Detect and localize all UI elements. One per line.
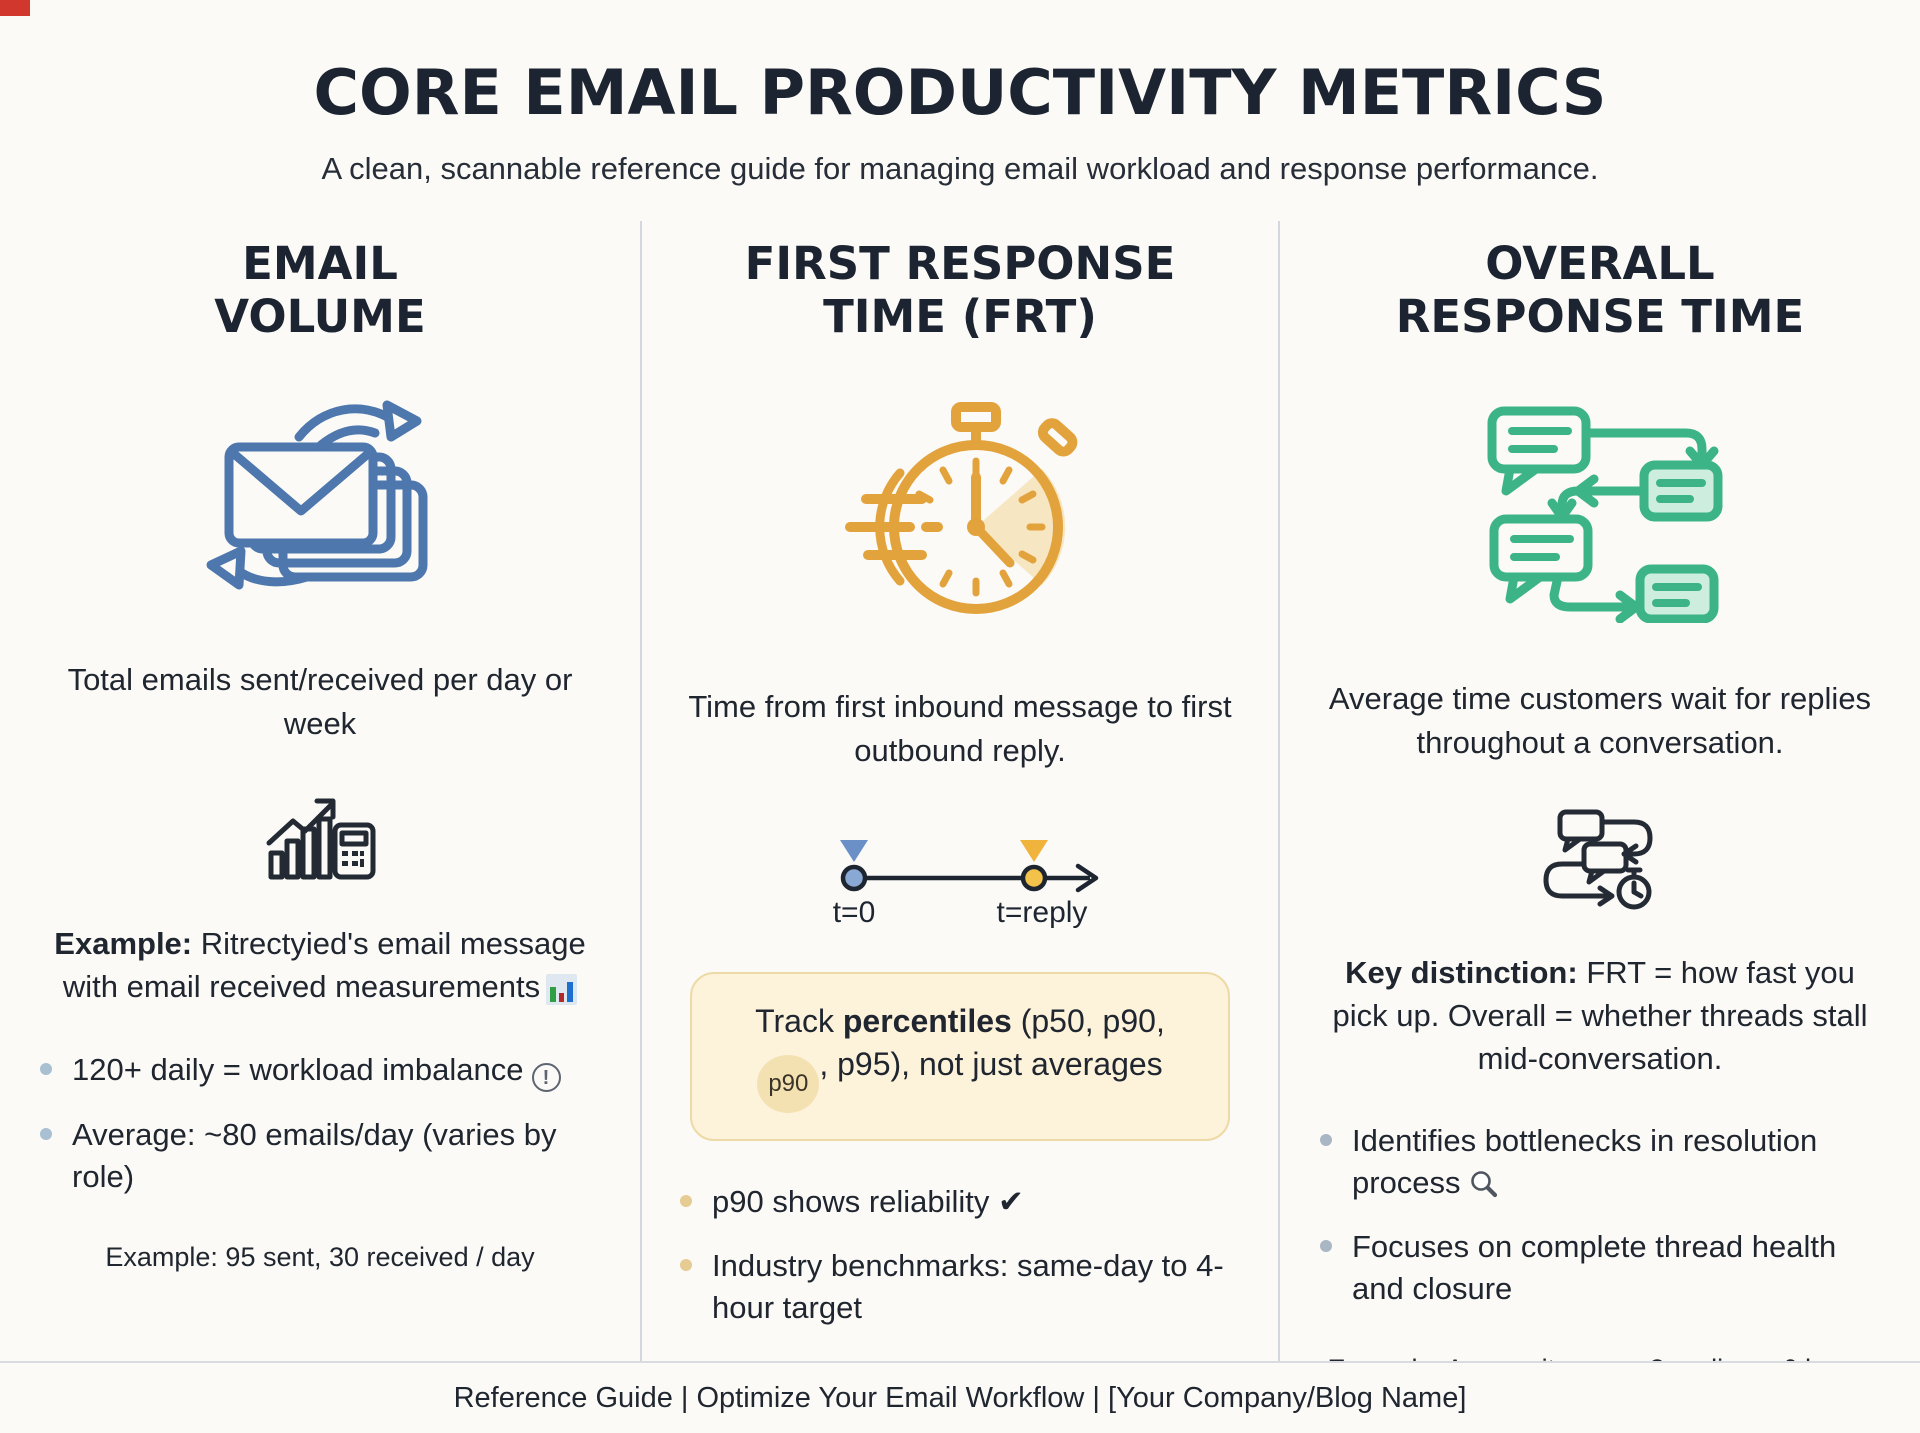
corner-artifact bbox=[0, 0, 30, 16]
footer-text: Reference Guide | Optimize Your Email Wo… bbox=[453, 1381, 1467, 1414]
list-item: Identifies bottlenecks in resolution pro… bbox=[1320, 1120, 1880, 1204]
bullet-dot bbox=[40, 1062, 52, 1075]
bullet-text: Industry benchmarks: same-day to 4-hour … bbox=[712, 1248, 1224, 1326]
email-volume-note-text: Ritrectyied's email message with email r… bbox=[62, 925, 586, 1004]
column-heading-email-volume: EMAIL VOLUME bbox=[214, 237, 426, 344]
page-title: CORE EMAIL PRODUCTIVITY METRICS bbox=[313, 56, 1607, 129]
email-volume-description: Total emails sent/received per day or we… bbox=[67, 662, 573, 741]
timeline-icon: t=0 t=reply bbox=[833, 839, 1099, 928]
bullet-dot bbox=[1320, 1134, 1332, 1147]
bullet-dot bbox=[680, 1259, 692, 1272]
overall-description: Average time customers wait for replies … bbox=[1328, 681, 1872, 760]
column-overall-response-time: OVERALL RESPONSE TIME bbox=[1280, 221, 1920, 1404]
bullet-text: Identifies bottlenecks in resolution pro… bbox=[1352, 1123, 1818, 1201]
highlight-text-post: , p95), not just averages bbox=[819, 1046, 1163, 1083]
timeline-end-label: t=reply bbox=[997, 896, 1088, 928]
bullet-dot bbox=[680, 1195, 692, 1208]
overall-note-label: Key distinction: bbox=[1345, 954, 1578, 990]
frt-timeline-diagram: t=0 t=reply bbox=[790, 824, 1130, 928]
list-item: Industry benchmarks: same-day to 4-hour … bbox=[680, 1245, 1240, 1329]
bar-chart-emoji-icon bbox=[546, 973, 578, 1005]
column-heading-overall: OVERALL RESPONSE TIME bbox=[1395, 237, 1805, 344]
magnifying-glass-icon bbox=[1470, 1171, 1497, 1198]
bullet-text: Focuses on complete thread health and cl… bbox=[1352, 1228, 1837, 1306]
list-item: p90 shows reliability ✔ bbox=[680, 1181, 1240, 1223]
highlight-text-mid: (p50, p90, bbox=[1011, 1002, 1165, 1039]
overall-note: Key distinction: FRT = how fast you pick… bbox=[1330, 952, 1870, 1080]
bullet-text: p90 shows reliability ✔ bbox=[712, 1184, 1024, 1220]
conversation-loop-clock-icon bbox=[1543, 809, 1653, 910]
footer: Reference Guide | Optimize Your Email Wo… bbox=[0, 1361, 1920, 1433]
email-volume-example: Example: 95 sent, 30 received / day bbox=[105, 1241, 535, 1272]
email-volume-note-label: Example: bbox=[54, 925, 193, 961]
chat-flow-icon bbox=[1487, 406, 1723, 624]
page-subtitle: A clean, scannable reference guide for m… bbox=[321, 151, 1599, 186]
overall-note-text: FRT = how fast you pick up. Overall = wh… bbox=[1332, 954, 1868, 1076]
overall-bullets: Identifies bottlenecks in resolution pro… bbox=[1320, 1120, 1880, 1331]
circle-exclamation-icon bbox=[531, 1063, 561, 1092]
highlight-text-bold: percentiles bbox=[842, 1002, 1012, 1039]
header: CORE EMAIL PRODUCTIVITY METRICS A clean,… bbox=[0, 0, 1920, 187]
column-first-response-time: FIRST RESPONSE TIME (FRT) bbox=[640, 221, 1280, 1404]
email-volume-bullets: 120+ daily = workload imbalance Average:… bbox=[40, 1049, 600, 1220]
email-stack-icon bbox=[206, 400, 428, 590]
frt-bullets: p90 shows reliability ✔ Industry benchma… bbox=[680, 1181, 1240, 1351]
bullet-text: Average: ~80 emails/day (varies by role) bbox=[72, 1117, 557, 1194]
email-volume-note: Example: Ritrectyied's email message wit… bbox=[50, 923, 590, 1009]
list-item: Focuses on complete thread health and cl… bbox=[1320, 1226, 1880, 1310]
chart-calculator-icon bbox=[266, 798, 376, 880]
highlight-text-pre: Track bbox=[755, 1002, 843, 1039]
columns-container: EMAIL VOLUME Total emails sent/received … bbox=[0, 221, 1920, 1404]
bullet-dot bbox=[40, 1128, 52, 1140]
list-item: Average: ~80 emails/day (varies by role) bbox=[40, 1114, 600, 1198]
column-heading-frt: FIRST RESPONSE TIME (FRT) bbox=[744, 237, 1176, 344]
p90-badge: p90 bbox=[757, 1055, 820, 1114]
frt-description: Time from first inbound message to first… bbox=[688, 689, 1232, 768]
percentiles-highlight-box: Track percentiles (p50, p90, p90, p95), … bbox=[690, 971, 1230, 1142]
bullet-text: 120+ daily = workload imbalance bbox=[72, 1049, 561, 1092]
timeline-start-label: t=0 bbox=[833, 896, 876, 928]
stopwatch-icon bbox=[845, 402, 1078, 615]
column-email-volume: EMAIL VOLUME Total emails sent/received … bbox=[0, 221, 640, 1404]
list-item: 120+ daily = workload imbalance bbox=[40, 1049, 600, 1092]
bullet-dot bbox=[1320, 1239, 1332, 1252]
